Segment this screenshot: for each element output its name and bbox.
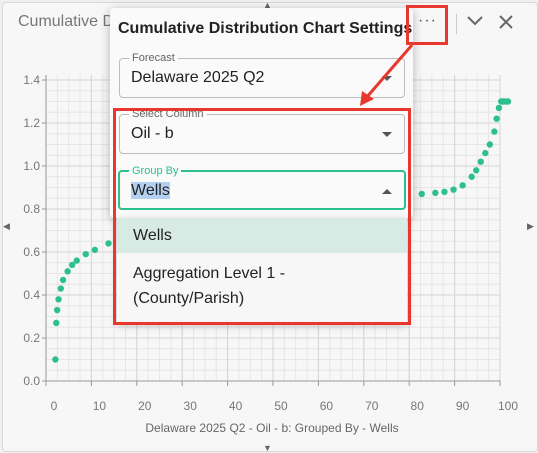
data-point bbox=[477, 158, 484, 165]
data-point bbox=[53, 319, 60, 327]
y-tick-label: 1.0 bbox=[23, 159, 40, 173]
data-point bbox=[91, 246, 99, 254]
x-tick-label: 60 bbox=[320, 399, 334, 413]
x-tick-label: 50 bbox=[274, 399, 288, 413]
popup-title: Cumulative Distribution Chart Settings bbox=[118, 20, 413, 37]
resize-handle-bottom-icon[interactable]: ▼ bbox=[263, 443, 272, 453]
option-aggregation-level-1[interactable]: Aggregation Level 1 - (County/Parish) bbox=[117, 253, 407, 311]
data-point bbox=[482, 149, 489, 157]
y-tick-label: 1.2 bbox=[23, 116, 40, 130]
data-point bbox=[491, 128, 498, 135]
x-tick-label: 40 bbox=[229, 399, 243, 413]
data-point bbox=[468, 173, 475, 180]
data-point bbox=[486, 141, 494, 148]
resize-handle-left-icon[interactable]: ◀ bbox=[3, 221, 10, 231]
x-tick-label: 70 bbox=[365, 399, 379, 413]
y-tick-label: 0.8 bbox=[23, 202, 40, 216]
data-point bbox=[441, 188, 448, 195]
option-wells[interactable]: Wells bbox=[117, 218, 407, 253]
group-by-value-wrap: Wells bbox=[131, 182, 170, 200]
data-point bbox=[57, 285, 65, 292]
separator bbox=[456, 14, 457, 34]
data-point bbox=[473, 167, 480, 174]
data-point bbox=[495, 104, 503, 112]
x-tick-label: 20 bbox=[138, 399, 152, 413]
forecast-label: Forecast bbox=[129, 52, 178, 64]
caret-down-icon bbox=[382, 76, 392, 81]
x-tick-label: 100 bbox=[498, 399, 518, 413]
x-tick-label: 0 bbox=[51, 399, 58, 413]
x-tick-label: 30 bbox=[184, 399, 198, 413]
data-point bbox=[73, 257, 80, 264]
x-tick-label: 10 bbox=[93, 399, 107, 413]
window-title: Cumulative Distribution bbox=[18, 13, 110, 30]
y-tick-label: 0.2 bbox=[23, 331, 40, 345]
data-point bbox=[459, 182, 466, 189]
y-tick-label: 0.0 bbox=[23, 374, 40, 388]
chart-settings-popup: Cumulative Distribution Chart Settings F… bbox=[110, 8, 413, 218]
data-point bbox=[52, 356, 59, 363]
x-axis-label: Delaware 2025 Q2 - Oil - b: Grouped By -… bbox=[145, 421, 398, 435]
data-point bbox=[55, 296, 62, 303]
y-tick-label: 0.4 bbox=[23, 288, 40, 302]
group-by-dropdown: Wells Aggregation Level 1 - (County/Pari… bbox=[117, 218, 407, 322]
option-aggregation-line-1: Aggregation Level 1 - bbox=[133, 265, 286, 282]
data-point bbox=[59, 276, 67, 284]
highlight-settings-area bbox=[113, 108, 411, 325]
data-point bbox=[64, 268, 71, 275]
group-by-value: Wells bbox=[131, 182, 170, 199]
option-aggregation-line-2: (County/Parish) bbox=[133, 290, 245, 307]
data-point bbox=[53, 306, 61, 314]
forecast-value: Delaware 2025 Q2 bbox=[131, 69, 265, 86]
more-options-icon[interactable]: ··· bbox=[418, 12, 437, 29]
data-point bbox=[82, 250, 89, 258]
close-icon[interactable] bbox=[498, 14, 514, 35]
y-tick-label: 0.6 bbox=[23, 245, 40, 259]
select-column-label: Select Column bbox=[129, 108, 207, 120]
resize-handle-top-icon[interactable]: ▲ bbox=[263, 0, 272, 10]
data-point bbox=[450, 186, 457, 193]
data-point bbox=[493, 115, 500, 122]
x-tick-label: 90 bbox=[456, 399, 470, 413]
data-point bbox=[504, 98, 512, 105]
resize-handle-right-icon[interactable]: ▶ bbox=[527, 221, 534, 231]
caret-down-icon bbox=[382, 132, 392, 137]
highlight-more-options bbox=[406, 5, 448, 45]
data-point bbox=[105, 240, 112, 247]
group-by-select[interactable]: Group By Wells bbox=[118, 165, 406, 210]
caret-up-icon bbox=[382, 189, 392, 194]
data-point bbox=[432, 189, 439, 197]
select-column-select[interactable]: Select Column Oil - b bbox=[119, 108, 405, 154]
y-tick-label: 1.4 bbox=[23, 73, 40, 87]
chevron-down-icon[interactable] bbox=[466, 14, 484, 33]
forecast-select[interactable]: Forecast Delaware 2025 Q2 bbox=[119, 52, 405, 98]
x-tick-label: 80 bbox=[411, 399, 425, 413]
group-by-label: Group By bbox=[129, 165, 182, 177]
data-point bbox=[68, 261, 76, 269]
select-column-value: Oil - b bbox=[131, 125, 174, 142]
data-point bbox=[418, 190, 425, 198]
